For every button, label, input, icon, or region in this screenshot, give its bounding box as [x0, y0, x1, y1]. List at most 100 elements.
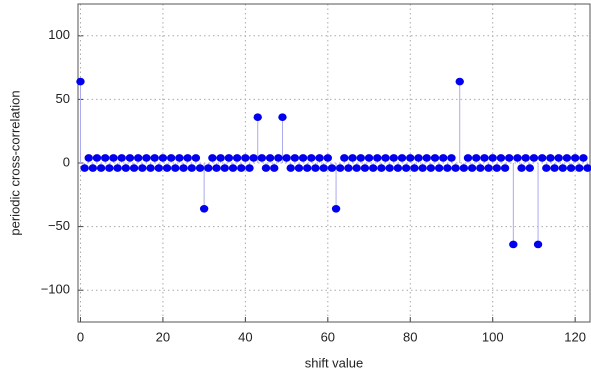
point	[166, 154, 176, 162]
point	[278, 113, 287, 122]
point	[323, 154, 333, 162]
y-tick-label: −50	[48, 218, 70, 233]
point	[360, 164, 370, 172]
point	[154, 164, 163, 172]
point	[525, 164, 535, 172]
point	[105, 164, 114, 172]
point	[414, 154, 423, 162]
point	[204, 164, 213, 172]
point	[439, 154, 448, 162]
plot-frame	[77, 3, 591, 323]
point	[331, 204, 341, 213]
point	[232, 154, 242, 162]
point	[340, 154, 349, 162]
point	[76, 77, 85, 86]
point	[562, 154, 572, 162]
point	[84, 154, 93, 162]
point	[228, 164, 238, 172]
point	[492, 164, 502, 172]
point	[344, 164, 353, 172]
point	[476, 164, 485, 172]
point	[554, 154, 563, 162]
point	[521, 154, 530, 162]
point	[463, 154, 473, 162]
point	[286, 164, 295, 172]
point	[480, 154, 489, 162]
point	[315, 154, 324, 162]
point	[542, 164, 551, 172]
y-tick-label: −100	[41, 282, 70, 297]
point	[496, 154, 506, 162]
point	[368, 164, 378, 172]
x-tick-label: 0	[77, 329, 84, 344]
point	[253, 113, 262, 122]
y-axis-label: periodic cross-correlation	[7, 90, 22, 235]
point	[298, 154, 308, 162]
point	[513, 154, 522, 162]
point	[517, 164, 526, 172]
point	[434, 164, 444, 172]
point	[142, 154, 151, 162]
point	[282, 154, 291, 162]
point	[397, 154, 407, 162]
point	[459, 164, 469, 172]
point	[529, 154, 539, 162]
point	[216, 154, 225, 162]
point	[133, 154, 143, 162]
point	[352, 164, 361, 172]
point	[187, 164, 196, 172]
point	[364, 154, 374, 162]
point	[583, 164, 591, 172]
point	[393, 164, 403, 172]
point	[294, 164, 304, 172]
point	[92, 154, 102, 162]
point	[146, 164, 155, 172]
x-tick-label: 80	[403, 329, 417, 344]
point	[96, 164, 106, 172]
point	[356, 154, 365, 162]
x-axis-label: shift value	[305, 355, 364, 370]
point	[467, 164, 477, 172]
point	[422, 154, 431, 162]
point	[455, 77, 464, 86]
point	[261, 164, 271, 172]
point	[319, 164, 328, 172]
x-tick-label: 120	[564, 329, 586, 344]
point	[224, 154, 234, 162]
point	[117, 154, 126, 162]
point	[307, 154, 316, 162]
point	[546, 154, 555, 162]
point	[381, 154, 390, 162]
point	[505, 154, 514, 162]
point	[550, 164, 559, 172]
point	[488, 154, 497, 162]
point	[88, 164, 98, 172]
point	[249, 154, 258, 162]
point	[257, 154, 267, 162]
point	[509, 240, 518, 249]
point	[558, 164, 567, 172]
point	[418, 164, 427, 172]
point	[129, 164, 139, 172]
point	[537, 154, 547, 162]
point	[101, 154, 110, 162]
y-tick-label: 0	[63, 154, 70, 169]
point	[311, 164, 320, 172]
point	[290, 154, 300, 162]
point	[245, 164, 254, 172]
point	[335, 164, 345, 172]
point	[443, 164, 452, 172]
point	[241, 154, 250, 162]
point	[162, 164, 172, 172]
point	[410, 164, 419, 172]
point	[270, 164, 279, 172]
point	[113, 164, 122, 172]
point	[171, 164, 180, 172]
point	[447, 154, 456, 162]
point	[406, 154, 415, 162]
point	[533, 240, 543, 249]
x-tick-label: 20	[156, 329, 170, 344]
point	[138, 164, 147, 172]
point	[265, 154, 275, 162]
